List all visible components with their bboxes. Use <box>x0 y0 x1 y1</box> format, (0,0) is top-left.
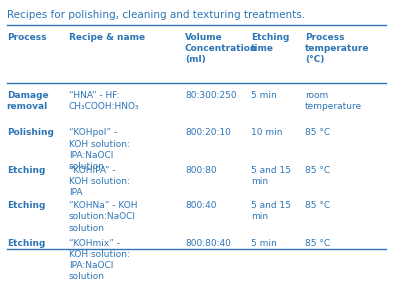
Text: 85 °C: 85 °C <box>305 166 330 175</box>
Text: 800:80:40: 800:80:40 <box>185 239 231 248</box>
Text: Damage
removal: Damage removal <box>7 91 48 111</box>
Text: 800:20:10: 800:20:10 <box>185 128 231 138</box>
Text: “KOHmix” -
KOH solution:
IPA:NaOCl
solution: “KOHmix” - KOH solution: IPA:NaOCl solut… <box>69 239 130 281</box>
Text: 10 min: 10 min <box>251 128 282 138</box>
Text: “KOHpol” -
KOH solution:
IPA:NaOCl
solution: “KOHpol” - KOH solution: IPA:NaOCl solut… <box>69 128 130 171</box>
Text: room
temperature: room temperature <box>305 91 362 111</box>
Text: Recipes for polishing, cleaning and texturing treatments.: Recipes for polishing, cleaning and text… <box>7 10 305 20</box>
Text: 80:300:250: 80:300:250 <box>185 91 237 100</box>
Text: 800:80: 800:80 <box>185 166 217 175</box>
Text: 5 and 15
min: 5 and 15 min <box>251 166 291 186</box>
Text: Etching: Etching <box>7 239 45 248</box>
Text: 5 min: 5 min <box>251 239 277 248</box>
Text: 85 °C: 85 °C <box>305 201 330 210</box>
Text: Polishing: Polishing <box>7 128 53 138</box>
Text: Etching: Etching <box>7 166 45 175</box>
Text: Process: Process <box>7 33 46 42</box>
Text: Recipe & name: Recipe & name <box>69 33 145 42</box>
Text: “HNA” - HF:
CH₃COOH:HNO₃: “HNA” - HF: CH₃COOH:HNO₃ <box>69 91 139 111</box>
Text: Etching
time: Etching time <box>251 33 289 53</box>
Text: “KOHNa” - KOH
solution:NaOCl
solution: “KOHNa” - KOH solution:NaOCl solution <box>69 201 137 233</box>
Text: Volume
Concentration
(ml): Volume Concentration (ml) <box>185 33 257 64</box>
Text: 85 °C: 85 °C <box>305 239 330 248</box>
Text: 5 min: 5 min <box>251 91 277 100</box>
Text: 5 and 15
min: 5 and 15 min <box>251 201 291 221</box>
Text: “KOHIPA” -
KOH solution:
IPA: “KOHIPA” - KOH solution: IPA <box>69 166 130 197</box>
Text: 800:40: 800:40 <box>185 201 217 210</box>
Text: 85 °C: 85 °C <box>305 128 330 138</box>
Text: Etching: Etching <box>7 201 45 210</box>
Text: Process
temperature
(°C): Process temperature (°C) <box>305 33 369 64</box>
